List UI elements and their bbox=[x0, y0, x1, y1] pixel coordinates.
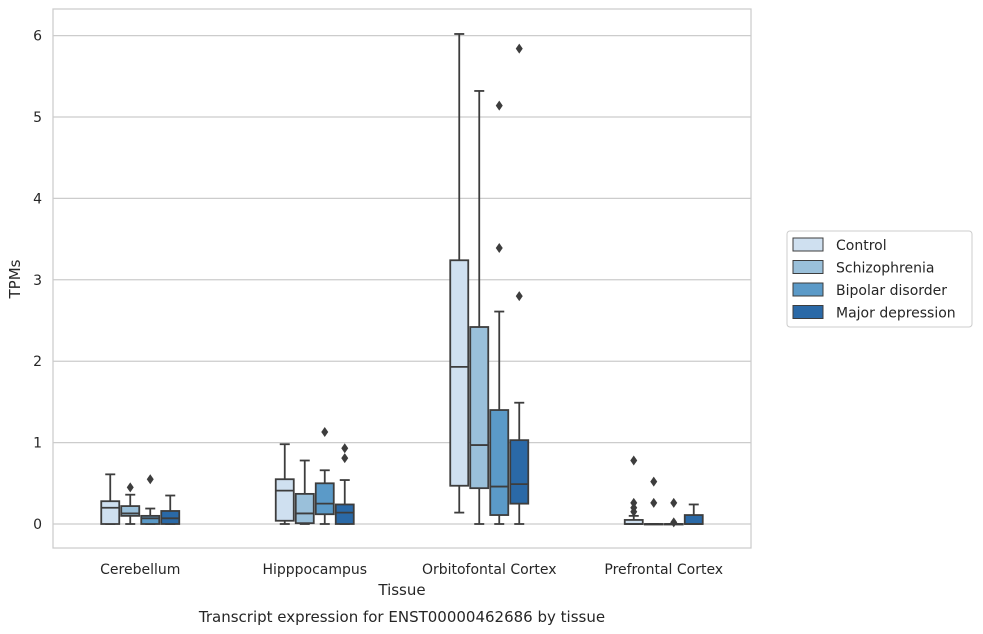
outlier-point bbox=[495, 243, 503, 254]
x-tick-labels: Cerebellum Hipppocampus Orbitofontal Corte… bbox=[100, 562, 723, 578]
x-axis-title: Tissue bbox=[377, 581, 425, 599]
outlier-point bbox=[321, 427, 329, 438]
box-iqr bbox=[120, 505, 141, 517]
box-iqr bbox=[683, 514, 704, 525]
x-tick-label: Prefrontal Cortex bbox=[604, 562, 723, 578]
box-major-depression bbox=[160, 494, 181, 525]
box-iqr bbox=[334, 503, 355, 525]
legend: Control Schizophrenia Bipolar disorder Majo… bbox=[786, 230, 973, 328]
box-major-depression bbox=[334, 443, 355, 525]
box-iqr bbox=[489, 409, 510, 516]
y-tick-label: 5 bbox=[33, 110, 42, 126]
y-tick-label: 4 bbox=[33, 191, 42, 207]
legend-label: Bipolar disorder bbox=[836, 283, 947, 299]
legend-label: Control bbox=[836, 238, 887, 254]
box-iqr bbox=[100, 500, 121, 525]
legend-swatch bbox=[792, 237, 824, 252]
plot-frame bbox=[52, 8, 752, 549]
y-tick-label: 3 bbox=[33, 273, 42, 289]
box-bipolar-disorder bbox=[140, 474, 161, 525]
outlier-point bbox=[341, 443, 349, 454]
outlier-point bbox=[650, 497, 658, 508]
box-iqr bbox=[314, 482, 335, 516]
x-tick-label: Orbitofontal Cortex bbox=[422, 562, 557, 578]
box-bipolar-disorder bbox=[489, 100, 510, 525]
box-major-depression bbox=[509, 43, 530, 525]
legend-label: Major depression bbox=[836, 306, 956, 322]
box-control bbox=[274, 443, 295, 525]
legend-frame bbox=[786, 230, 973, 328]
box-schizophrenia bbox=[469, 90, 490, 525]
y-tick-label: 1 bbox=[33, 436, 42, 452]
y-tick-label: 0 bbox=[33, 517, 42, 533]
outlier-point bbox=[650, 476, 658, 487]
box-iqr bbox=[469, 326, 490, 490]
box-schizophrenia bbox=[120, 482, 141, 525]
outlier-point bbox=[515, 43, 523, 54]
box-iqr bbox=[274, 478, 295, 522]
y-axis-title: TPMs bbox=[6, 259, 24, 299]
outlier-point bbox=[515, 291, 523, 302]
box-bipolar-disorder bbox=[663, 497, 684, 528]
legend-swatch bbox=[792, 260, 824, 274]
chart-caption: Transcript expression for ENST0000046268… bbox=[198, 608, 605, 626]
outlier-point bbox=[495, 100, 503, 111]
legend-swatch bbox=[792, 282, 824, 297]
box-groups bbox=[100, 33, 704, 528]
x-tick-label: Hipppocampus bbox=[262, 562, 367, 578]
box-iqr bbox=[294, 492, 315, 525]
box-control bbox=[100, 473, 121, 525]
outlier-point bbox=[146, 474, 154, 485]
outlier-point bbox=[630, 455, 638, 466]
box-iqr bbox=[509, 439, 530, 505]
box-iqr bbox=[449, 259, 470, 487]
y-tick-label: 2 bbox=[33, 354, 42, 370]
grid-lines bbox=[53, 34, 751, 525]
outlier-point bbox=[341, 453, 349, 464]
x-tick-label: Cerebellum bbox=[100, 562, 180, 578]
y-tick-labels: 0 1 2 3 4 5 6 bbox=[33, 29, 42, 533]
box-iqr bbox=[140, 514, 161, 525]
legend-swatch bbox=[792, 305, 824, 319]
outlier-point bbox=[670, 497, 678, 508]
y-tick-label: 6 bbox=[33, 29, 42, 45]
box-bipolar-disorder bbox=[314, 427, 335, 525]
box-major-depression bbox=[683, 503, 704, 525]
box-control bbox=[449, 33, 470, 514]
box-control bbox=[623, 455, 644, 525]
outlier-point bbox=[670, 517, 678, 528]
box-schizophrenia bbox=[643, 476, 664, 526]
outlier-point bbox=[630, 497, 638, 508]
outlier-point bbox=[126, 482, 134, 493]
box-schizophrenia bbox=[294, 459, 315, 525]
legend-label: Schizophrenia bbox=[836, 261, 934, 277]
